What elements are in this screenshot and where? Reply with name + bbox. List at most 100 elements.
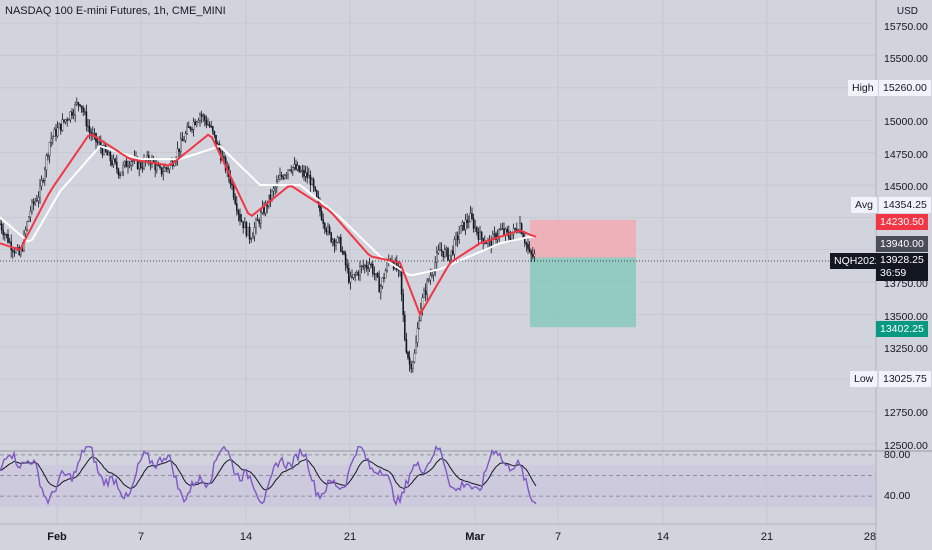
symbol-tag: NQH2022 xyxy=(830,253,885,269)
candle-body xyxy=(352,274,355,278)
candle-body xyxy=(107,151,110,156)
candle-body xyxy=(40,180,43,187)
candle-body xyxy=(13,251,16,253)
short-position-tool[interactable] xyxy=(530,219,636,328)
candle-body xyxy=(55,129,57,137)
candle-body xyxy=(181,138,184,141)
candle-body xyxy=(453,239,456,255)
candle-body xyxy=(383,277,385,279)
candle-body xyxy=(210,126,213,128)
candle-body xyxy=(421,297,424,309)
candle-body xyxy=(213,131,216,136)
candle-body xyxy=(303,170,305,177)
chart-grid xyxy=(0,0,876,524)
candle-body xyxy=(280,174,283,178)
candle-body xyxy=(506,228,509,233)
candle-body xyxy=(165,167,168,169)
candle-body xyxy=(381,277,384,287)
main-pane[interactable] xyxy=(0,0,876,450)
candle-body xyxy=(69,111,72,120)
candle-body xyxy=(359,266,361,276)
candle-body xyxy=(29,210,32,218)
candle-body xyxy=(460,225,462,234)
candle-body xyxy=(354,274,357,276)
candle-body xyxy=(360,265,363,267)
candle-body xyxy=(528,248,531,252)
candle-body xyxy=(448,255,451,261)
candle-body xyxy=(309,175,312,185)
high-label: High xyxy=(848,80,878,96)
candle-body xyxy=(485,242,488,244)
candle-body xyxy=(346,264,349,269)
candle-body xyxy=(123,160,126,166)
candle-body xyxy=(464,219,467,230)
candle-body xyxy=(28,216,30,223)
candle-body xyxy=(336,237,339,243)
candle-body xyxy=(251,235,254,240)
candle-body xyxy=(37,197,40,201)
candle-body xyxy=(63,119,65,122)
time-label: 21 xyxy=(343,531,357,543)
candle-body xyxy=(375,273,377,275)
candle-body xyxy=(162,171,165,175)
candle-body xyxy=(405,339,408,353)
candle-body xyxy=(378,276,381,293)
candle-body xyxy=(484,242,486,244)
candle-body xyxy=(296,165,299,170)
candle-body xyxy=(58,123,60,129)
candle-body xyxy=(287,169,289,175)
candle-body xyxy=(216,143,219,145)
candle-body xyxy=(314,186,317,191)
candle-body xyxy=(32,201,35,205)
candle-body xyxy=(242,221,245,229)
candle-body xyxy=(184,133,187,141)
candle-body xyxy=(469,213,472,222)
candle-body xyxy=(272,188,275,192)
rsi-levels xyxy=(0,454,876,497)
price-tick: 14750.00 xyxy=(884,149,928,161)
candle-body xyxy=(189,126,192,130)
candle-body xyxy=(362,265,365,268)
candle-body xyxy=(112,158,115,166)
candle-body xyxy=(109,151,112,162)
candle-body xyxy=(237,210,240,215)
candle-body xyxy=(115,161,118,170)
candle-body xyxy=(39,185,41,198)
candle-body xyxy=(290,169,293,172)
candle-body xyxy=(456,235,459,240)
candle-body xyxy=(440,249,443,252)
time-label: 7 xyxy=(137,531,145,543)
candle-body xyxy=(79,104,81,106)
candle-body xyxy=(368,263,371,269)
candle-body xyxy=(418,320,421,329)
candle-body xyxy=(87,125,89,127)
time-label: 28 xyxy=(863,531,877,543)
candle-body xyxy=(316,190,318,198)
candle-body xyxy=(404,314,406,340)
candle-body xyxy=(67,119,70,121)
candle-body xyxy=(31,201,33,212)
candle-body xyxy=(80,105,83,109)
candle-body xyxy=(139,162,142,168)
candle-body xyxy=(370,263,373,266)
candle-body xyxy=(298,165,301,172)
candle-body xyxy=(293,164,296,168)
candle-body xyxy=(431,274,433,276)
candle-body xyxy=(159,165,161,168)
candle-body xyxy=(282,176,285,179)
candle-body xyxy=(332,239,334,243)
candle-body xyxy=(372,264,374,274)
candle-body xyxy=(157,164,160,166)
candle-body xyxy=(53,129,56,137)
candle-body xyxy=(260,212,262,224)
candle-body xyxy=(338,237,341,239)
candle-body xyxy=(3,234,6,236)
time-label: 7 xyxy=(554,531,562,543)
candle-body xyxy=(250,238,253,240)
candle-body xyxy=(519,223,521,232)
candle-body xyxy=(503,228,505,235)
candle-body xyxy=(325,228,328,233)
time-label: 21 xyxy=(760,531,774,543)
candle-body xyxy=(333,239,336,246)
